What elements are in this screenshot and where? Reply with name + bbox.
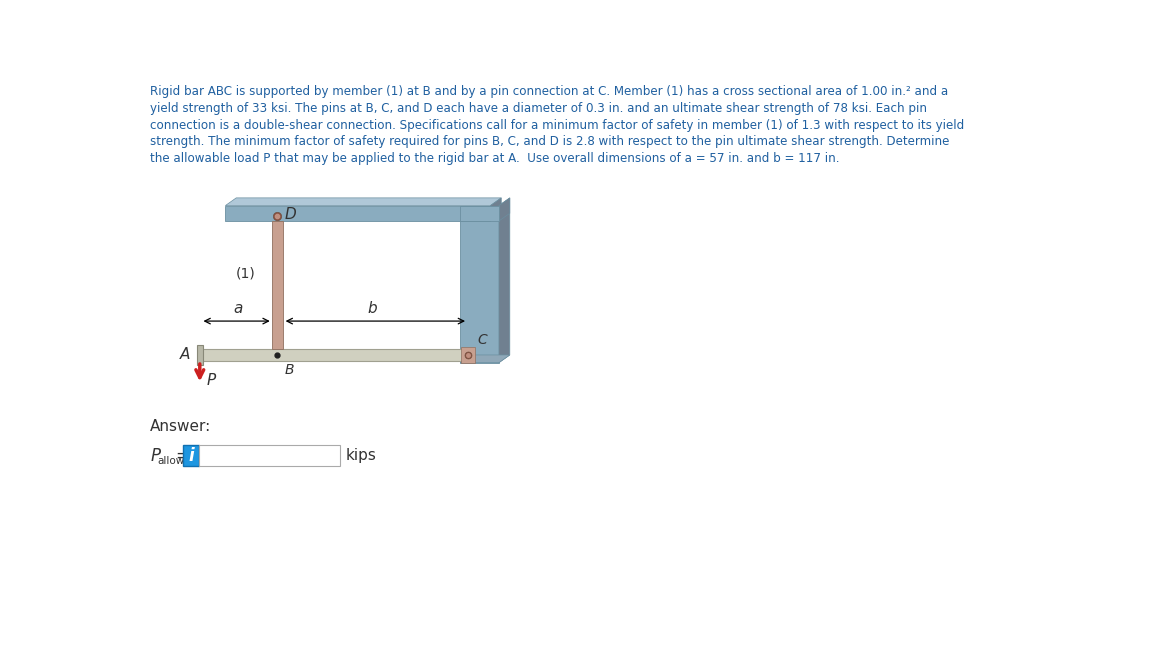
Text: yield strength of 33 ksi. The pins at B, C, and D each have a diameter of 0.3 in: yield strength of 33 ksi. The pins at B,…	[150, 102, 927, 115]
Text: C: C	[477, 333, 487, 347]
Bar	[460, 205, 499, 221]
Text: a: a	[234, 301, 243, 316]
Text: P: P	[206, 373, 217, 388]
Text: A: A	[180, 347, 190, 362]
Bar	[199, 445, 340, 466]
FancyBboxPatch shape	[183, 445, 199, 466]
Text: $P$: $P$	[150, 447, 162, 465]
Bar	[197, 345, 203, 365]
Text: B: B	[285, 364, 295, 377]
Text: Rigid bar ABC is supported by member (1) at B and by a pin connection at C. Memb: Rigid bar ABC is supported by member (1)…	[150, 86, 948, 98]
Polygon shape	[226, 198, 501, 205]
Polygon shape	[491, 198, 501, 221]
Text: connection is a double-shear connection. Specifications call for a minimum facto: connection is a double-shear connection.…	[150, 119, 964, 132]
Text: Answer:: Answer:	[150, 419, 212, 434]
Bar	[226, 205, 491, 221]
Text: =: =	[175, 447, 189, 465]
Text: the allowable load P that may be applied to the rigid bar at A.  Use overall dim: the allowable load P that may be applied…	[150, 152, 840, 165]
Bar	[461, 347, 475, 363]
Text: strength. The minimum factor of safety required for pins B, C, and D is 2.8 with: strength. The minimum factor of safety r…	[150, 135, 949, 148]
Text: D: D	[285, 207, 297, 222]
Text: kips: kips	[346, 448, 377, 463]
Text: b: b	[367, 301, 378, 316]
Polygon shape	[499, 198, 510, 363]
Bar	[460, 205, 499, 363]
Text: i: i	[188, 447, 194, 465]
Polygon shape	[460, 355, 510, 363]
Text: allow: allow	[158, 456, 184, 466]
Text: (1): (1)	[236, 266, 256, 281]
Bar	[199, 349, 472, 361]
Bar	[272, 221, 282, 349]
Polygon shape	[499, 198, 510, 221]
